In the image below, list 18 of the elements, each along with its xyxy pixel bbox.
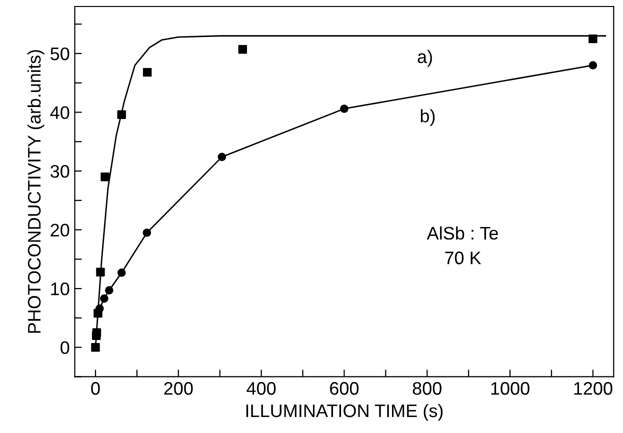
y-tick-label: 10 [51,282,70,296]
x-tick-label: 400 [246,382,276,395]
y-tick-label: 0 [60,341,70,354]
annotation: AlSb : Te 70 K [426,226,498,264]
x-tick-label: 600 [330,382,359,395]
x-tick-label: 800 [412,382,442,395]
y-tick-label: 50 [50,47,70,60]
annotation: b) [420,109,435,126]
annotation: a) [418,50,432,67]
y-axis-title: PHOTOCONDUCTIVITY (arb.units) [27,50,44,333]
x-axis-title: ILLUMINATION TIME (s) [246,404,443,421]
y-tick-label: 40 [50,106,70,119]
x-tick-label: 200 [164,382,193,395]
y-tick-label: 30 [50,164,70,178]
x-tick-label: 1000 [491,382,530,395]
y-tick-label: 20 [50,224,70,237]
x-tick-label: 1200 [574,382,612,395]
x-tick-label: 0 [91,382,100,395]
